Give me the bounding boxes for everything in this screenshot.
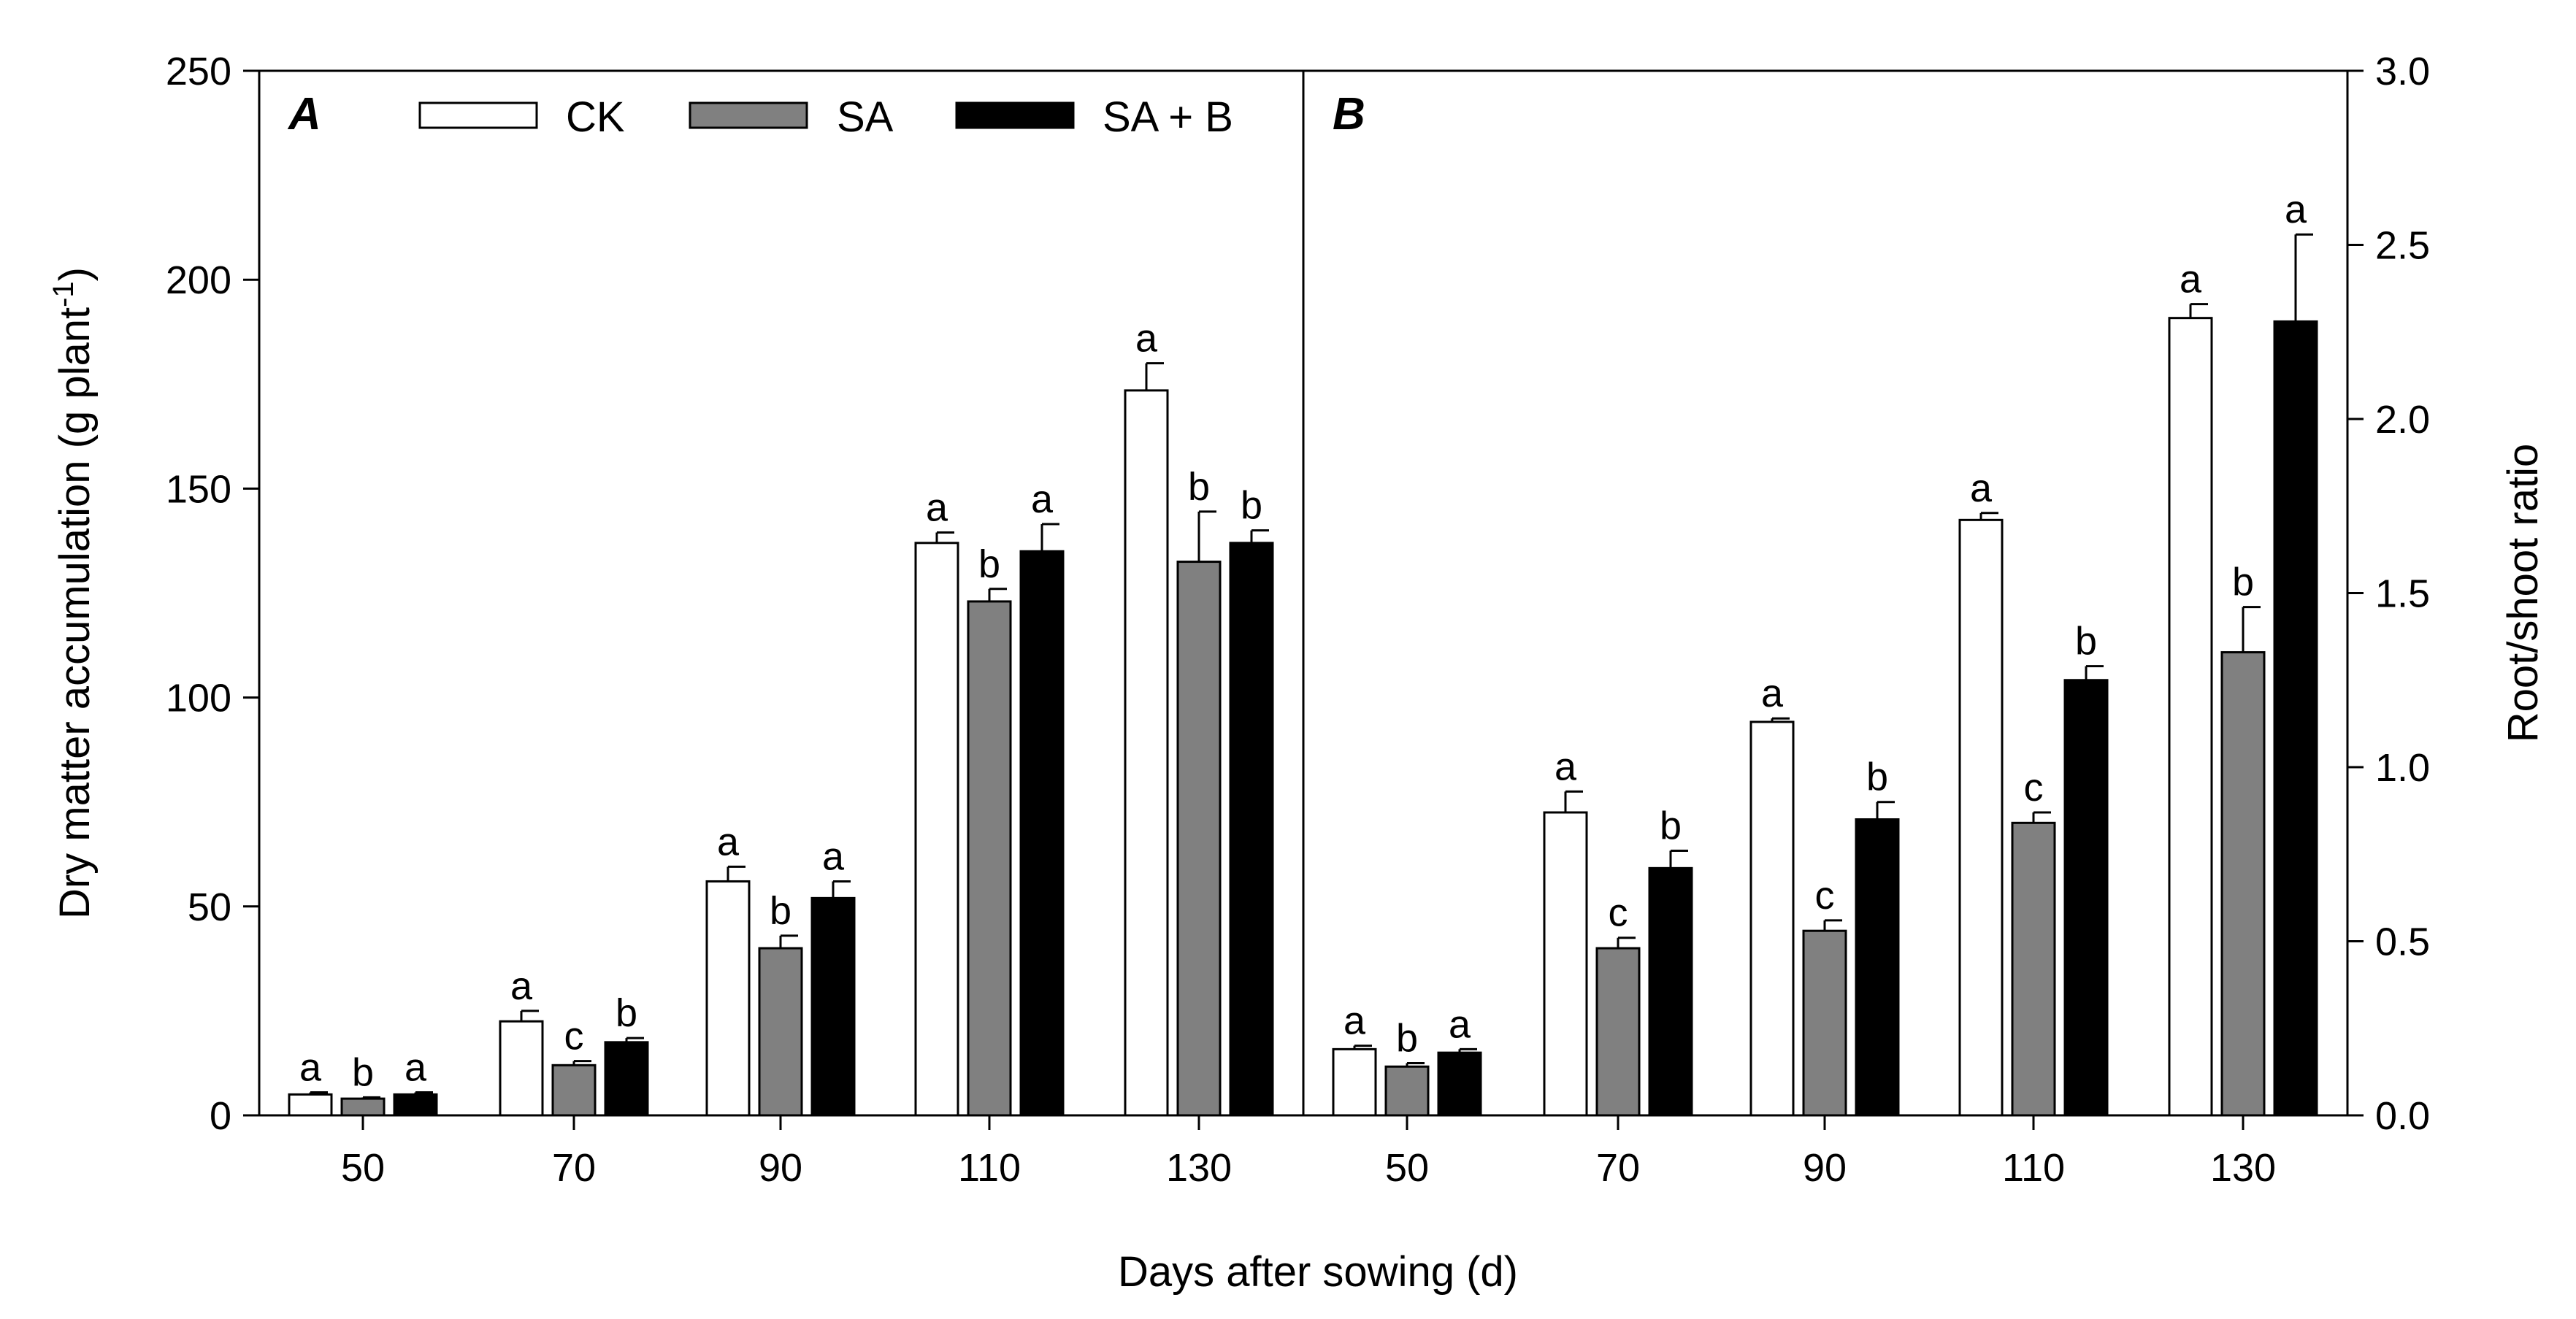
x-tick-label: 130 [1166,1146,1232,1190]
bar-ck [1749,720,1795,1117]
y-axis-title-right: Root/shoot ratio [2499,444,2547,742]
significance-label: a [405,1046,427,1090]
x-tick-label: 90 [759,1146,802,1190]
significance-label: a [1031,477,1054,521]
bar-sab [2063,679,2109,1117]
bar-ck [1958,518,2004,1117]
bar-ck [1543,811,1588,1117]
significance-label: b [1241,484,1262,528]
legend-swatch [689,101,808,129]
x-tick-label: 130 [2210,1146,2276,1190]
significance-label: b [2075,620,2097,664]
bar-sab [1229,542,1274,1117]
x-tick-label: 110 [958,1146,1021,1190]
bar-sab [1855,818,1900,1117]
bar-ck [288,1093,333,1117]
y-tick-label-left: 250 [166,50,231,93]
bar-sa [340,1097,386,1117]
bar-sa [1595,947,1641,1117]
significance-label: b [1396,1016,1418,1060]
bar-sab [1648,866,1693,1117]
y-tick-label-left: 100 [166,677,231,720]
y-tick-label-left: 150 [166,467,231,511]
bar-ck [914,542,959,1117]
significance-label: a [299,1046,322,1090]
bar-sab [1437,1051,1482,1117]
bar-sab [810,896,856,1117]
significance-label: a [1970,466,1993,510]
x-axis-title: Days after sowing (d) [1118,1248,1518,1296]
bar-ck [1124,389,1169,1117]
bar-sab [393,1093,438,1117]
y-tick-label-right: 0.0 [2375,1094,2430,1138]
y-tick-label-right: 1.0 [2375,746,2430,790]
significance-label: a [1761,672,1784,715]
x-tick-label: 50 [1385,1146,1429,1190]
bar-sa [1802,929,1847,1117]
significance-label: a [2285,188,2307,231]
bar-sab [2273,320,2318,1117]
significance-label: a [1343,999,1366,1043]
significance-label: a [2180,258,2202,301]
significance-label: a [1449,1002,1471,1046]
bar-sa [758,947,803,1117]
bar-sab [1019,550,1065,1117]
panel-label: B [1333,89,1365,139]
significance-label: a [926,486,948,530]
bar-sa [1384,1065,1430,1117]
bar-ck [1332,1047,1377,1117]
significance-label: c [1609,891,1628,935]
y-tick-label-right: 2.0 [2375,398,2430,442]
bar-ck [2168,317,2213,1117]
panel-label: A [287,89,321,139]
x-tick-label: 90 [1803,1146,1847,1190]
y-tick-label-left: 0 [210,1094,231,1138]
significance-label: b [1188,465,1210,509]
x-tick-label: 70 [1596,1146,1640,1190]
significance-label: a [1555,745,1577,788]
significance-label: b [352,1050,374,1094]
y-axis-title-left: Dry matter accumulation (g plant-1) [47,267,99,919]
y-tick-label-right: 0.5 [2375,920,2430,964]
bar-ck [705,880,751,1117]
legend-label: CK [566,93,625,141]
bar-sa [551,1064,597,1117]
significance-label: a [822,834,845,878]
bar-sa [2011,821,2056,1117]
y-tick-label-right: 3.0 [2375,50,2430,93]
bar-sa [1176,561,1222,1117]
significance-label: c [1815,874,1835,918]
y-tick-label-left: 200 [166,258,231,302]
significance-label: a [717,820,740,864]
significance-label: b [978,542,1000,586]
bar-sab [604,1041,649,1117]
significance-label: b [1660,804,1682,847]
significance-label: a [1135,317,1158,361]
y-tick-label-right: 1.5 [2375,572,2430,616]
significance-label: b [2232,561,2254,604]
x-tick-label: 50 [341,1146,385,1190]
bar-ck [499,1020,544,1117]
legend-label: SA + B [1103,93,1233,141]
significance-label: b [1866,755,1888,799]
significance-label: b [616,991,637,1035]
x-tick-label: 110 [2002,1146,2065,1190]
legend-swatch [418,101,538,129]
significance-label: c [2024,766,2044,810]
bar-sa [967,600,1012,1117]
significance-label: b [770,889,791,933]
y-tick-label-right: 2.5 [2375,224,2430,268]
legend-swatch [955,101,1075,129]
x-tick-label: 70 [552,1146,596,1190]
significance-label: a [510,964,533,1008]
y-tick-label-left: 50 [188,885,231,929]
bar-sa [2220,651,2266,1117]
legend-label: SA [837,93,894,141]
significance-label: c [564,1015,584,1058]
